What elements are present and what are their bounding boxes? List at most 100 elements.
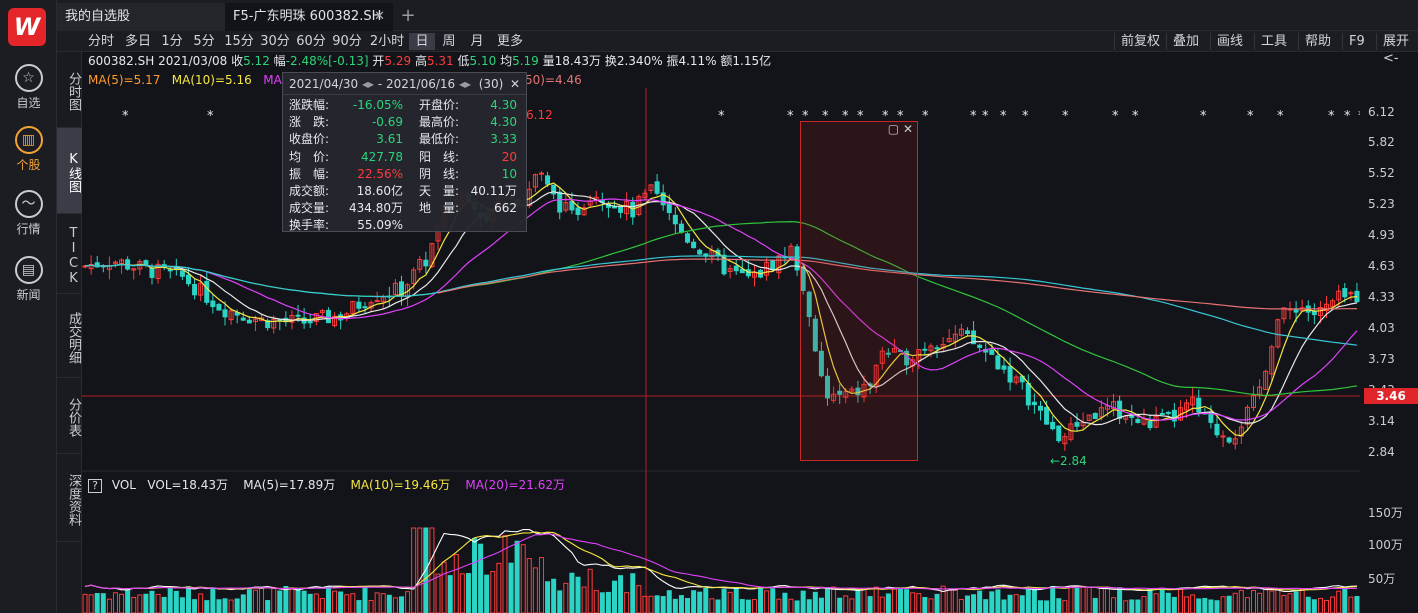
view-tab-0[interactable]: 分时图 [57,52,82,128]
candle-body [727,268,733,272]
candle-body [1226,437,1232,443]
help-icon[interactable]: ? [88,479,102,493]
price-tick: 4.93 [1368,228,1395,242]
period-6[interactable]: 60分 [296,34,326,49]
period-0[interactable]: 分时 [87,34,114,49]
stat-label: 地 量: [419,201,460,216]
nav-news[interactable]: ▤ 新闻 [0,256,57,306]
candle-body [1147,420,1153,429]
candle-body [891,348,897,353]
volume-bar [904,589,910,613]
period-1[interactable]: 多日 [124,34,151,49]
volume-bar [143,593,149,613]
candle-body [1342,288,1348,298]
period-5[interactable]: 30分 [260,34,290,49]
kline-chart[interactable]: * * * * * * * * * * * * * * * * * * * * * * * * 6.12 ←2.84 [82,88,1360,613]
nav-favorites[interactable]: ☆ 自选 [0,64,57,114]
nav-market[interactable]: 〜 行情 [0,190,57,240]
volume-bar [484,574,490,613]
volume-bar [1214,600,1220,613]
volume-bar [873,586,879,613]
tool-button-4[interactable]: 帮助 [1298,33,1337,50]
candle-body [563,202,569,211]
view-tab-2[interactable]: TICK [57,214,82,294]
volume-bar [502,535,508,613]
period-4[interactable]: 15分 [224,34,254,49]
volume-bar [441,561,447,613]
volume-bar [307,593,313,613]
candle-body [1171,409,1177,422]
candle-body [831,393,837,401]
candle-body [252,318,258,322]
period-9[interactable]: 日 [409,33,435,50]
event-star: * [1022,109,1029,124]
ma250-line [437,258,1358,310]
candle-body [1044,407,1050,425]
range-selection[interactable]: ▢ ✕ [800,121,918,461]
candle-body [1056,425,1062,442]
view-tab-1[interactable]: K线图 [57,128,82,214]
add-tab-button[interactable]: + [400,5,416,26]
tool-button-0[interactable]: 前复权 [1114,33,1166,50]
candle-body [1001,365,1007,370]
maximize-icon[interactable]: ▢ [887,122,900,136]
volume-bar [721,588,727,613]
volume-bar [289,588,295,613]
tool-button-2[interactable]: 画线 [1210,33,1249,50]
candle-body [806,291,812,318]
period-10[interactable]: 周 [442,34,456,49]
volume-bar [246,589,252,613]
tab-watchlist[interactable]: 我的自选股 [57,3,225,31]
prev-next-icon[interactable]: ◂▸ [362,77,375,91]
tool-button-1[interactable]: 叠加 [1166,33,1205,50]
period-8[interactable]: 2小时 [369,34,405,49]
candle-body [423,259,429,267]
view-tab-3[interactable]: 成交明细 [57,294,82,378]
candle-body [210,300,216,308]
volume-bar [958,598,964,613]
ma60-line [84,220,1358,397]
volume-bar [1311,599,1317,613]
period-3[interactable]: 5分 [193,34,215,49]
volume-bar [399,596,404,613]
tab-stock[interactable]: F5-广东明珠 600382.SH ✕ [225,3,393,31]
tool-button-3[interactable]: 工具 [1254,33,1293,50]
tool-button-6[interactable]: 展开<- [1376,33,1418,66]
volume-bar [1050,586,1056,613]
candle-body [1348,292,1354,295]
prev-next-icon[interactable]: ◂▸ [459,77,472,91]
period-11[interactable]: 月 [470,34,484,49]
volume-bar [818,597,824,613]
candle-body [411,269,417,284]
volume-bar [1257,592,1263,613]
view-tab-5[interactable]: 深度资料 [57,454,82,542]
close-icon[interactable]: ✕ [509,77,520,91]
volume-bar [697,591,703,613]
volume-bar [94,593,100,613]
view-tab-4[interactable]: 分价表 [57,378,82,454]
volume-bar [764,590,770,613]
event-star: * [1328,109,1335,124]
volume-bar [1013,594,1019,613]
vol-ma20: MA(20)=21.62万 [465,478,565,492]
volume-bar [563,582,569,613]
period-12[interactable]: 更多 [496,34,523,49]
volume-bar [1336,590,1342,613]
period-2[interactable]: 1分 [161,34,183,49]
tool-button-5[interactable]: F9 [1342,33,1371,50]
volume-bar [1080,586,1086,613]
candle-body [794,246,800,271]
volume-bar [599,592,605,613]
close-icon[interactable]: ✕ [902,122,913,136]
close-icon[interactable]: ✕ [374,9,385,24]
stat-label: 换手率: [289,218,330,233]
candle-body [971,330,977,345]
period-7[interactable]: 90分 [332,34,362,49]
candle-body [812,318,818,352]
volume-bar [411,527,417,613]
volume-bar [1226,595,1232,613]
candle-body [1251,394,1256,409]
stat-value: 18.60亿 [356,184,403,198]
nav-stock[interactable]: ▥ 个股 [0,126,57,176]
volume-bar [551,578,557,613]
